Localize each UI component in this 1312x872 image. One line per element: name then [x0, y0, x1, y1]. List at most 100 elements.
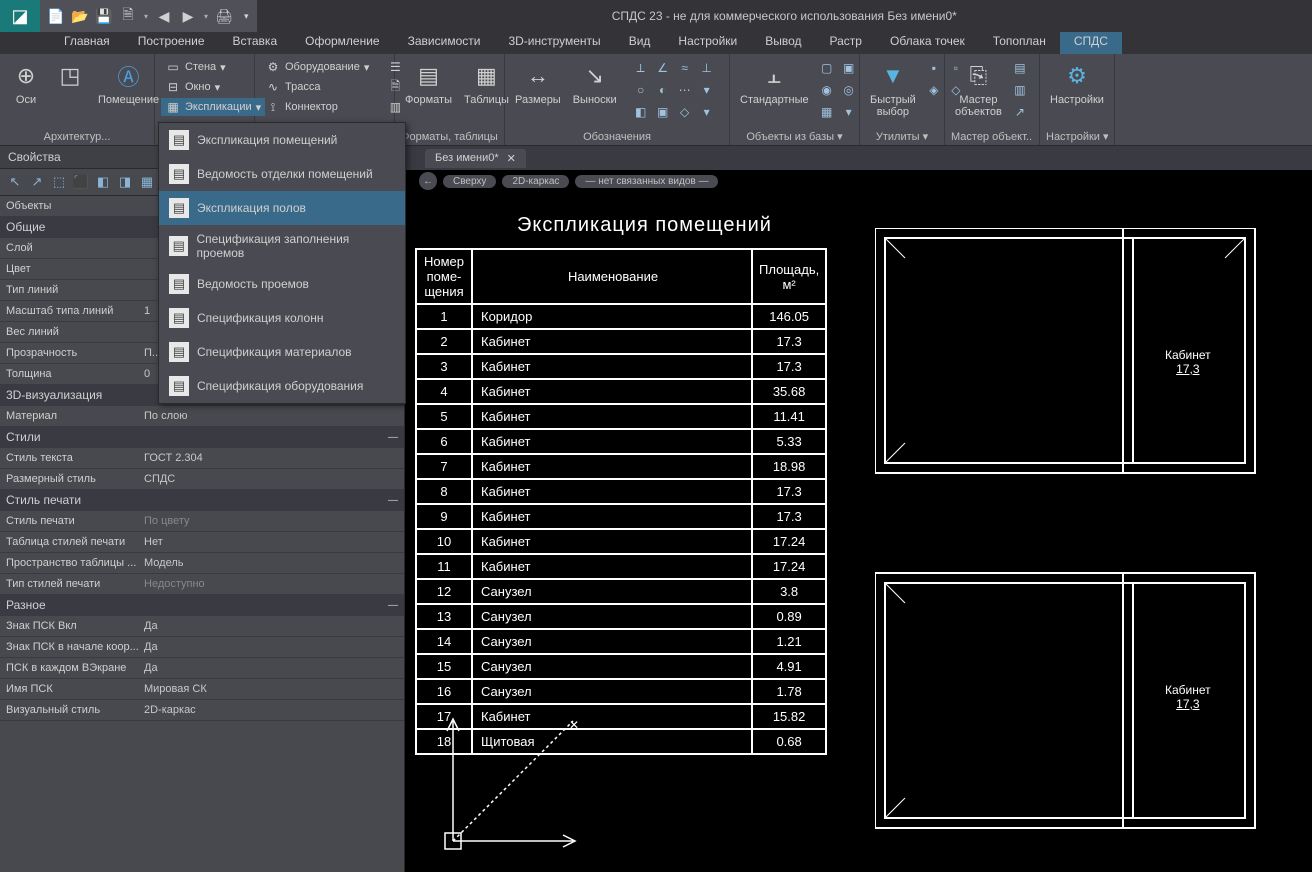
dropdown-item-0[interactable]: ▤Экспликация помещений	[159, 123, 405, 157]
ribbon-tab-10[interactable]: Облака точек	[876, 32, 979, 54]
crumb-view[interactable]: Сверху	[443, 175, 496, 188]
a-icon[interactable]: ◧	[631, 102, 651, 122]
sel2-icon[interactable]: ⬛	[72, 173, 90, 191]
a-icon[interactable]: ▾	[697, 80, 717, 100]
ribbon-tab-6[interactable]: Вид	[615, 32, 665, 54]
window-button[interactable]: ⊟Окно ▾	[161, 78, 265, 96]
room-button[interactable]: ⒶПомещение	[94, 58, 163, 108]
ribbon-tab-8[interactable]: Вывод	[751, 32, 815, 54]
s-icon[interactable]: ▾	[839, 102, 859, 122]
cursor2-icon[interactable]: ↗	[28, 173, 46, 191]
dropdown-item-1[interactable]: ▤Ведомость отделки помещений	[159, 157, 405, 191]
props-section-header[interactable]: Стиль печати—	[0, 490, 404, 511]
m-icon[interactable]: ▤	[1010, 58, 1030, 78]
a-icon[interactable]: ⟂	[631, 58, 651, 78]
ribbon-tab-2[interactable]: Вставка	[219, 32, 292, 54]
dropdown-item-2[interactable]: ▤Экспликация полов	[159, 191, 405, 225]
props-row[interactable]: Стиль текстаГОСТ 2.304	[0, 448, 404, 469]
props-row[interactable]: Таблица стилей печатиНет	[0, 532, 404, 553]
s-icon[interactable]: ▦	[817, 102, 837, 122]
dropdown-item-4[interactable]: ▤Ведомость проемов	[159, 267, 405, 301]
props-row[interactable]: Тип стилей печатиНедоступно	[0, 574, 404, 595]
sel1-icon[interactable]: ⬚	[50, 173, 68, 191]
ribbon-tab-0[interactable]: Главная	[50, 32, 124, 54]
a-icon[interactable]: ∠	[653, 58, 673, 78]
a-icon[interactable]: ≈	[675, 58, 695, 78]
a-icon[interactable]: ⋯	[675, 80, 695, 100]
collapse-icon[interactable]: —	[388, 600, 398, 611]
m-icon[interactable]: ▥	[1010, 80, 1030, 100]
props-row[interactable]: Размерный стильСПДС	[0, 469, 404, 490]
cursor-icon[interactable]: ↖	[6, 173, 24, 191]
qat-icon-2[interactable]: 💾	[96, 8, 112, 24]
props-row[interactable]: Знак ПСК в начале коор...Да	[0, 637, 404, 658]
s-icon[interactable]: ◉	[817, 80, 837, 100]
qat-icon-6[interactable]: 🖨	[216, 8, 232, 24]
u-icon[interactable]: ▪	[924, 58, 944, 78]
ribbon-tab-11[interactable]: Топоплан	[979, 32, 1060, 54]
a-icon[interactable]: ▾	[697, 102, 717, 122]
sel5-icon[interactable]: ▦	[138, 173, 156, 191]
crumb-linked[interactable]: — нет связанных видов —	[575, 175, 718, 188]
u-icon[interactable]: ◈	[924, 80, 944, 100]
props-row[interactable]: Стиль печатиПо цвету	[0, 511, 404, 532]
props-row[interactable]: ПСК в каждом ВЭкранеДа	[0, 658, 404, 679]
props-row[interactable]: Имя ПСКМировая СК	[0, 679, 404, 700]
app-logo[interactable]: ◪	[0, 0, 40, 32]
crumb-back[interactable]: ←	[419, 172, 437, 190]
dropdown-item-7[interactable]: ▤Спецификация оборудования	[159, 369, 405, 403]
dropdown-item-6[interactable]: ▤Спецификация материалов	[159, 335, 405, 369]
dims-button[interactable]: ↔Размеры	[511, 58, 565, 108]
props-row[interactable]: МатериалПо слою	[0, 406, 404, 427]
props-section-header[interactable]: Стили—	[0, 427, 404, 448]
crumb-style[interactable]: 2D-каркас	[502, 175, 569, 188]
qat-icon-0[interactable]: 📄	[48, 8, 64, 24]
ribbon-tab-7[interactable]: Настройки	[664, 32, 751, 54]
sel4-icon[interactable]: ◨	[116, 173, 134, 191]
collapse-icon[interactable]: —	[388, 495, 398, 506]
collapse-icon[interactable]: —	[388, 432, 398, 443]
ribbon-tab-12[interactable]: СПДС	[1060, 32, 1122, 54]
settings-button[interactable]: ⚙Настройки	[1046, 58, 1108, 108]
a-icon[interactable]: ◐	[653, 80, 673, 100]
qat-icon-5[interactable]: ▶	[180, 8, 196, 24]
wall-button[interactable]: ▭Стена ▾	[161, 58, 265, 76]
props-row[interactable]: Знак ПСК ВклДа	[0, 616, 404, 637]
quick-select-button[interactable]: ▼Быстрый выбор	[866, 58, 920, 120]
m-icon[interactable]: ↗	[1010, 102, 1030, 122]
a-icon[interactable]: ○	[631, 80, 651, 100]
ribbon-tab-3[interactable]: Оформление	[291, 32, 393, 54]
equip-button[interactable]: ⚙Оборудование ▾	[261, 58, 373, 76]
s-icon[interactable]: ▣	[839, 58, 859, 78]
ribbon-tab-5[interactable]: 3D-инструменты	[494, 32, 614, 54]
s-icon[interactable]: ◎	[839, 80, 859, 100]
props-row[interactable]: Пространство таблицы ...Модель	[0, 553, 404, 574]
a-icon[interactable]: ▣	[653, 102, 673, 122]
leaders-button[interactable]: ↘Выноски	[569, 58, 621, 108]
a-icon[interactable]: ◇	[675, 102, 695, 122]
close-icon[interactable]: ✕	[507, 152, 516, 165]
geom-button[interactable]: ◳	[50, 58, 90, 94]
ribbon-tab-1[interactable]: Построение	[124, 32, 219, 54]
qat-icon-3[interactable]: 🗎	[120, 8, 136, 24]
sel3-icon[interactable]: ◧	[94, 173, 112, 191]
drawing-canvas[interactable]: Экспликация помещений Номер поме- щения …	[405, 192, 1312, 872]
props-section-header[interactable]: Разное—	[0, 595, 404, 616]
trace-button[interactable]: ∿Трасса	[261, 78, 373, 96]
standard-button[interactable]: ⫠Стандартные	[736, 58, 813, 108]
props-row[interactable]: Визуальный стиль2D-каркас	[0, 700, 404, 721]
s-icon[interactable]: ▢	[817, 58, 837, 78]
connector-button[interactable]: ⟟Коннектор	[261, 98, 373, 116]
master-button[interactable]: ⎘Мастер объектов	[951, 58, 1006, 120]
dropdown-item-5[interactable]: ▤Спецификация колонн	[159, 301, 405, 335]
qat-icon-1[interactable]: 📂	[72, 8, 88, 24]
a-icon[interactable]: ⊥	[697, 58, 717, 78]
formats-button[interactable]: ▤Форматы	[401, 58, 456, 108]
explications-button[interactable]: ▦Экспликации ▾	[161, 98, 265, 116]
axes-button[interactable]: ⊕Оси	[6, 58, 46, 108]
ribbon-tab-9[interactable]: Растр	[816, 32, 876, 54]
dropdown-item-3[interactable]: ▤Спецификация заполнения проемов	[159, 225, 405, 267]
ribbon-tab-4[interactable]: Зависимости	[394, 32, 495, 54]
document-tab[interactable]: Без имени0* ✕	[425, 149, 526, 168]
qat-icon-4[interactable]: ◀	[156, 8, 172, 24]
